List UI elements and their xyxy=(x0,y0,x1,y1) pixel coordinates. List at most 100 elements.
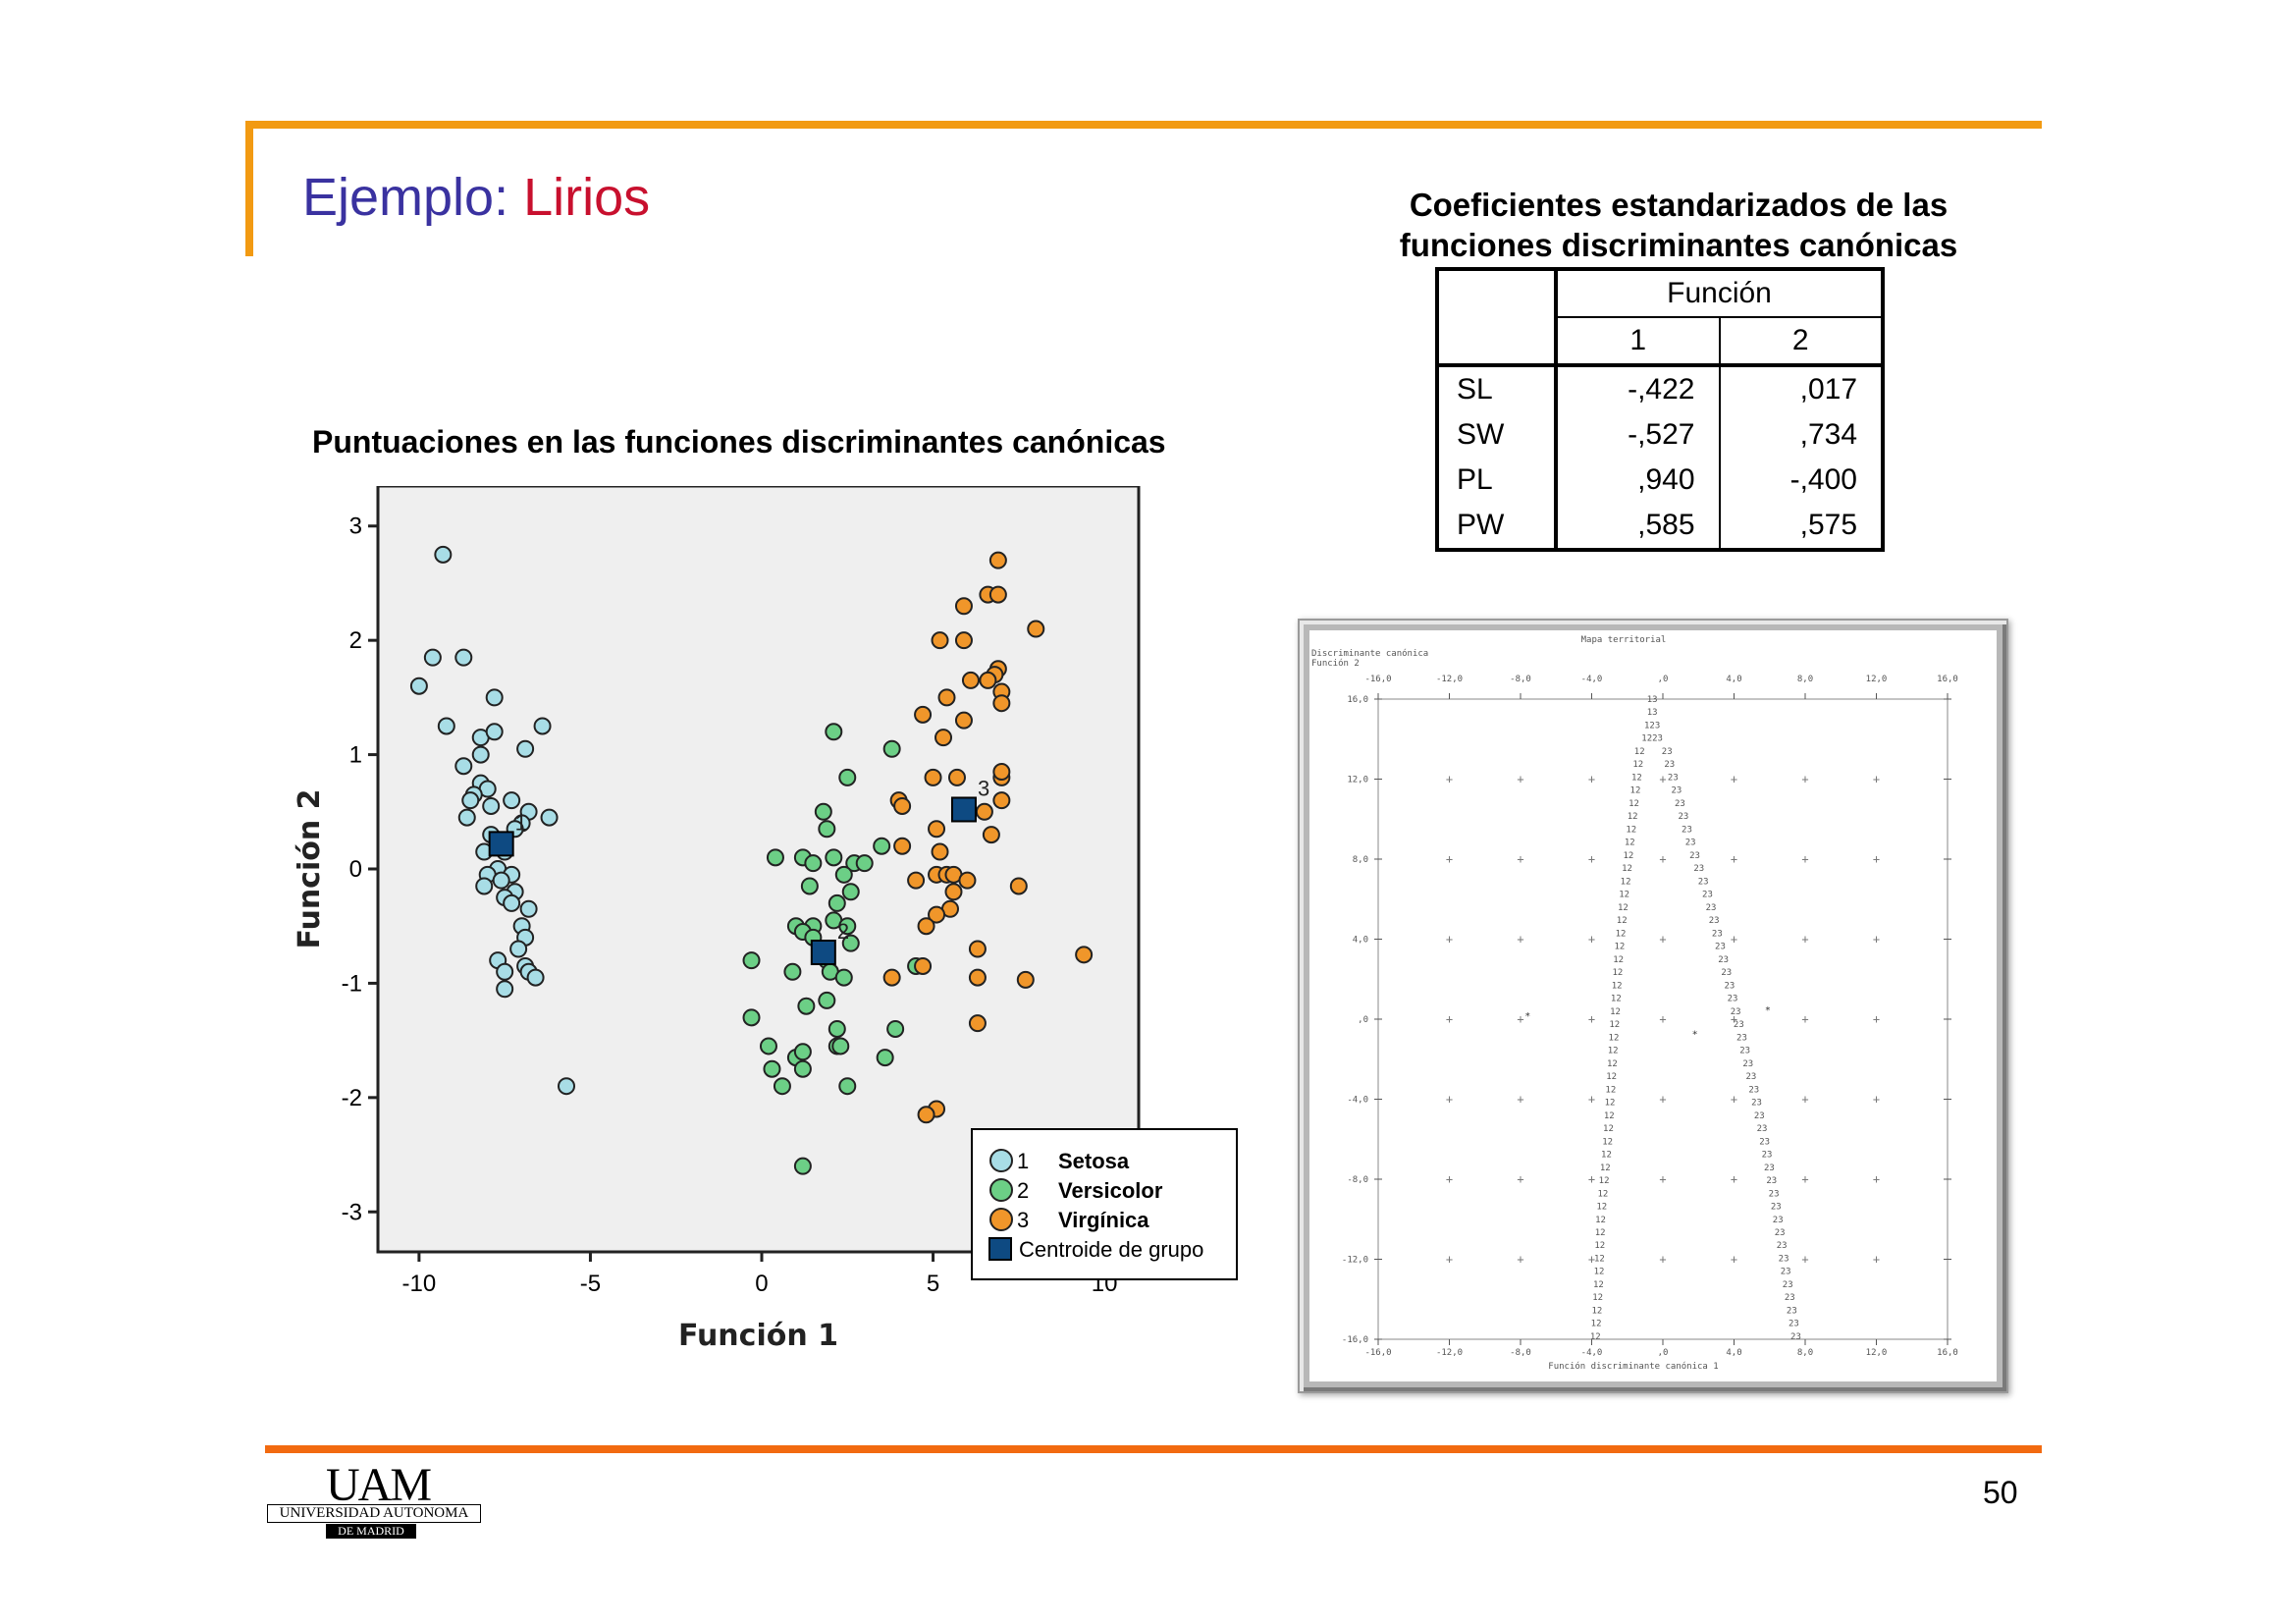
terr-boundary-23: 23 xyxy=(1777,1241,1788,1251)
scatter-point xyxy=(763,1059,781,1078)
terr-boundary-12: 12 xyxy=(1608,1047,1619,1056)
bottom-accent-bar xyxy=(265,1445,2042,1453)
terr-boundary-12: 12 xyxy=(1592,1293,1603,1303)
coef-cell: -,422 xyxy=(1556,365,1721,412)
terr-x-tick-label-bottom: -16,0 xyxy=(1364,1348,1391,1358)
scatter-point xyxy=(485,723,504,741)
coef-corner xyxy=(1437,269,1558,367)
terr-x-tick-label-top: -4,0 xyxy=(1581,675,1603,684)
terr-boundary-23: 23 xyxy=(1748,1085,1759,1095)
scatter-point xyxy=(759,1037,777,1056)
terr-boundary-23: 23 xyxy=(1664,760,1675,770)
terr-y-tick-label: 8,0 xyxy=(1353,855,1368,865)
coef-title-line1: Coeficientes estandarizados de las xyxy=(1409,187,1949,223)
coef-cell: -,527 xyxy=(1556,412,1721,458)
terr-grid-mark: + xyxy=(1588,933,1595,947)
scatter-point xyxy=(828,1019,846,1038)
legend-label: Versicolor xyxy=(1058,1178,1163,1203)
scatter-point xyxy=(838,917,857,936)
terr-grid-mark: + xyxy=(1873,1253,1880,1267)
terr-grid-mark: + xyxy=(1659,852,1666,866)
coef-col-2: 2 xyxy=(1719,317,1883,367)
scatter-point xyxy=(937,688,956,707)
terr-grid-mark: + xyxy=(1801,1172,1808,1186)
terr-boundary-12: 12 xyxy=(1595,1216,1606,1225)
legend-number: 2 xyxy=(1017,1178,1029,1203)
terr-grid-mark: + xyxy=(1446,773,1453,786)
terr-region-label: 13 xyxy=(1647,708,1658,718)
scatter-point xyxy=(818,991,836,1009)
top-accent-bar xyxy=(245,121,2042,129)
legend-label: Virgínica xyxy=(1058,1208,1149,1232)
terr-boundary-12: 12 xyxy=(1600,1164,1611,1173)
terr-y-tick-label: 16,0 xyxy=(1347,695,1368,705)
terr-boundary-12: 12 xyxy=(1591,1320,1602,1329)
terr-y-tick-label: -4,0 xyxy=(1347,1096,1368,1106)
y-tick-label: 2 xyxy=(349,627,362,654)
scatter-point xyxy=(907,871,926,890)
terr-boundary-23: 23 xyxy=(1689,851,1700,861)
terr-grid-mark: + xyxy=(1659,1012,1666,1026)
terr-grid-mark: + xyxy=(1446,1093,1453,1107)
terr-boundary-23: 23 xyxy=(1675,799,1685,809)
scatter-point xyxy=(968,940,987,958)
terr-centroid-mark: * xyxy=(1692,1029,1698,1040)
terr-boundary-23: 23 xyxy=(1712,929,1723,939)
scatter-point xyxy=(814,802,832,821)
terr-grid-mark: + xyxy=(1801,933,1808,947)
scatter-point xyxy=(503,791,521,810)
terr-grid-mark: + xyxy=(1873,1093,1880,1107)
terr-boundary-12: 12 xyxy=(1609,1020,1620,1030)
scatter-point xyxy=(968,1014,987,1033)
scatter-point xyxy=(928,905,946,924)
terr-subtitle-1: Discriminante canónica xyxy=(1311,648,1428,659)
terr-title: Mapa territorial xyxy=(1581,635,1667,645)
terr-grid-mark: + xyxy=(1517,1253,1523,1267)
centroid-label: 3 xyxy=(978,776,989,800)
terr-boundary-23: 23 xyxy=(1781,1268,1791,1277)
logo-city: DE MADRID xyxy=(326,1524,416,1539)
scatter-point xyxy=(882,968,901,987)
y-tick-label: 1 xyxy=(349,742,362,769)
territorial-map-frame: Mapa territorial Discriminante canónica Fu… xyxy=(1298,619,2008,1393)
y-tick-label: -3 xyxy=(342,1199,362,1225)
terr-boundary-12: 12 xyxy=(1628,812,1638,822)
y-tick-label: -1 xyxy=(342,970,362,997)
terr-boundary-12: 12 xyxy=(1609,1033,1620,1043)
terr-y-tick-label: ,0 xyxy=(1358,1015,1368,1025)
terr-grid-mark: + xyxy=(1731,1253,1737,1267)
terr-region-label: 13 xyxy=(1647,695,1658,705)
scatter-point xyxy=(437,717,455,735)
terr-grid-mark: + xyxy=(1873,1012,1880,1026)
slide-title-accent: Lirios xyxy=(523,168,651,227)
terr-boundary-12: 12 xyxy=(1622,864,1632,874)
terr-boundary-23: 23 xyxy=(1724,981,1735,991)
terr-boundary-23: 23 xyxy=(1775,1228,1786,1238)
legend-number: 3 xyxy=(1017,1208,1029,1232)
scatter-point xyxy=(992,763,1011,782)
terr-grid-mark: + xyxy=(1801,1093,1808,1107)
scatter-point xyxy=(855,854,874,873)
scatter-point xyxy=(992,791,1011,810)
terr-boundary-23: 23 xyxy=(1745,1072,1756,1082)
terr-x-tick-label-bottom: 12,0 xyxy=(1866,1348,1888,1358)
terr-grid-mark: + xyxy=(1588,1253,1595,1267)
terr-boundary-12: 12 xyxy=(1610,1007,1621,1017)
terr-grid-mark: + xyxy=(1731,1172,1737,1186)
centroid-point xyxy=(950,796,977,823)
terr-boundary-12: 12 xyxy=(1629,799,1639,809)
scatter-point xyxy=(503,893,521,912)
terr-grid-mark: + xyxy=(1446,1172,1453,1186)
scatter-point xyxy=(1027,620,1045,638)
scatter-point xyxy=(931,842,949,861)
terr-boundary-12: 12 xyxy=(1597,1189,1608,1199)
coef-row-label: SW xyxy=(1437,412,1558,458)
legend-label: Setosa xyxy=(1058,1149,1130,1173)
y-tick-label: 3 xyxy=(349,514,362,540)
legend-marker xyxy=(989,1208,1013,1231)
terr-y-tick-label: -12,0 xyxy=(1342,1256,1368,1266)
scatter-point xyxy=(828,893,846,912)
terr-boundary-12: 12 xyxy=(1603,1124,1614,1134)
terr-grid-mark: + xyxy=(1588,1093,1595,1107)
scatter-point xyxy=(893,837,912,855)
